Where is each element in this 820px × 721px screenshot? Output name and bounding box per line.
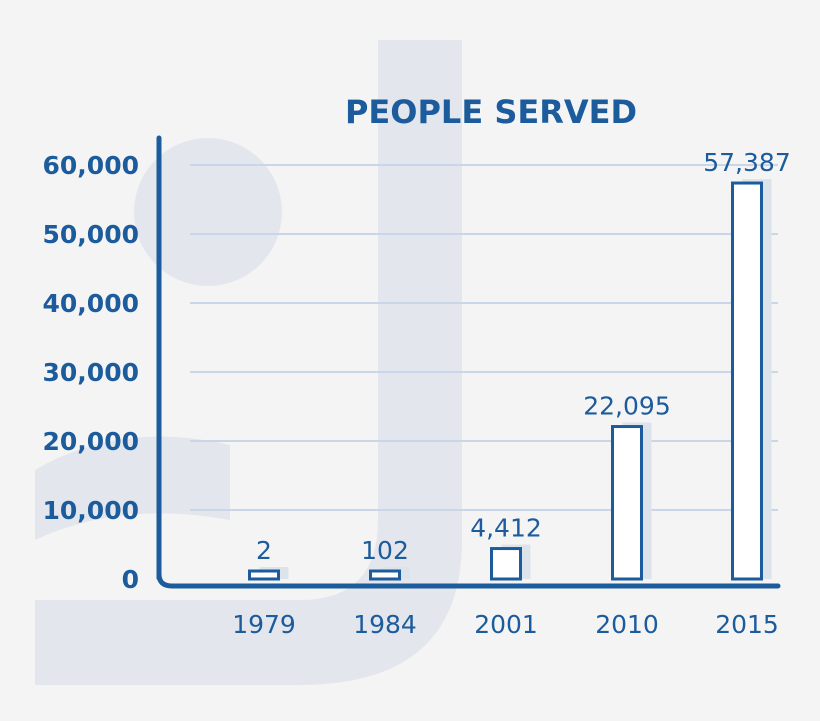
bar	[369, 569, 401, 581]
x-tick-labels: 1979 1984 2001 2010 2015	[232, 610, 779, 639]
y-tick-label: 50,000	[43, 220, 139, 249]
bar	[611, 425, 643, 581]
y-tick-label: 30,000	[43, 358, 139, 387]
x-tick-label: 2001	[474, 610, 538, 639]
bar	[731, 181, 763, 581]
bar	[248, 569, 280, 581]
value-label: 4,412	[470, 514, 542, 543]
gridlines	[190, 164, 778, 511]
y-tick-label: 10,000	[43, 496, 139, 525]
x-axis	[156, 571, 781, 589]
watermark-logo	[35, 40, 462, 685]
y-tick-labels: 0 10,000 20,000 30,000 40,000 50,000 60,000	[43, 151, 139, 594]
bars	[248, 181, 763, 581]
y-tick-label: 20,000	[43, 427, 139, 456]
y-tick-label: 60,000	[43, 151, 139, 180]
value-label: 2	[256, 536, 272, 565]
x-tick-label: 1979	[232, 610, 296, 639]
x-tick-label: 2010	[595, 610, 659, 639]
value-label: 57,387	[703, 148, 790, 177]
x-tick-label: 1984	[353, 610, 417, 639]
value-label: 102	[361, 536, 409, 565]
y-tick-label: 40,000	[43, 289, 139, 318]
x-tick-label: 2015	[715, 610, 779, 639]
chart-title: PEOPLE SERVED	[345, 93, 637, 131]
y-tick-label: 0	[122, 565, 139, 594]
value-label: 22,095	[583, 392, 670, 421]
bar	[490, 547, 522, 581]
value-labels: 2 102 4,412 22,095 57,387	[256, 148, 791, 565]
